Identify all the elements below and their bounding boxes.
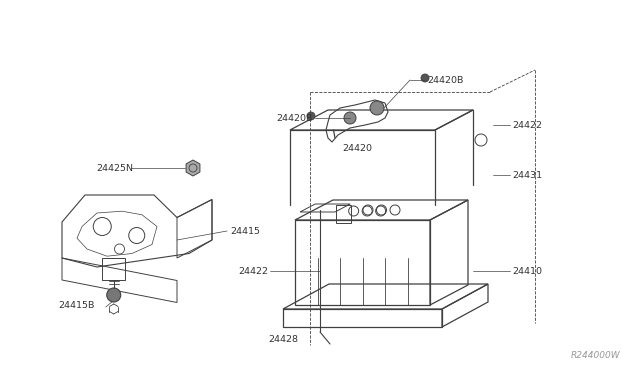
Text: 24415: 24415 [230, 227, 260, 235]
Text: 24422: 24422 [238, 266, 268, 276]
Circle shape [307, 112, 315, 120]
Text: 24410: 24410 [512, 266, 542, 276]
Text: 24425N: 24425N [96, 164, 133, 173]
Text: 24420: 24420 [342, 144, 372, 153]
Text: 24431: 24431 [512, 170, 542, 180]
Circle shape [344, 112, 356, 124]
Circle shape [370, 101, 384, 115]
Text: 24420B: 24420B [276, 113, 313, 122]
Polygon shape [186, 160, 200, 176]
Text: 24415B: 24415B [59, 301, 95, 310]
Circle shape [107, 288, 121, 302]
Circle shape [421, 74, 429, 82]
Text: 24420B: 24420B [427, 76, 463, 84]
Text: 24422: 24422 [512, 121, 542, 129]
Text: 24428: 24428 [268, 334, 298, 343]
Text: R244000W: R244000W [570, 351, 620, 360]
